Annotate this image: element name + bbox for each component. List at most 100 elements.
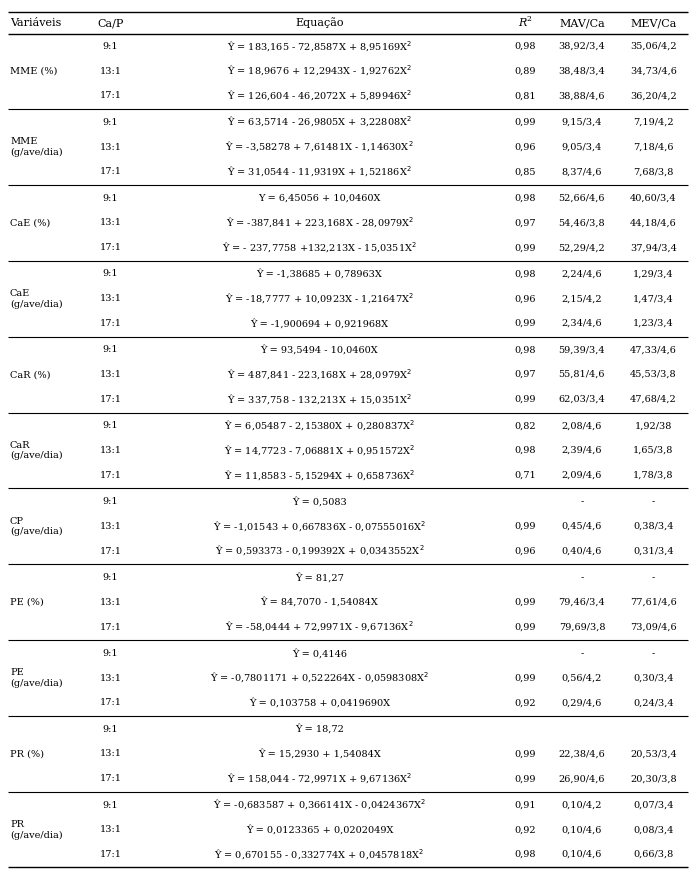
Text: 52,66/4,6: 52,66/4,6: [559, 193, 605, 203]
Text: 2,24/4,6: 2,24/4,6: [562, 270, 602, 278]
Text: 0,99: 0,99: [515, 118, 536, 127]
Text: Ŷ = -1,38685 + 0,78963X: Ŷ = -1,38685 + 0,78963X: [257, 270, 382, 279]
Text: 0,96: 0,96: [515, 547, 536, 556]
Text: 2,09/4,6: 2,09/4,6: [562, 471, 602, 480]
Text: 38,48/3,4: 38,48/3,4: [559, 66, 606, 75]
Text: 45,53/3,8: 45,53/3,8: [630, 370, 677, 379]
Text: 9:1: 9:1: [103, 648, 118, 658]
Text: Ŷ = -1,01543 + 0,667836X - 0,07555016X$^{2}$: Ŷ = -1,01543 + 0,667836X - 0,07555016X$^…: [213, 519, 426, 534]
Text: R: R: [519, 18, 527, 28]
Text: 7,19/4,2: 7,19/4,2: [633, 118, 674, 127]
Text: 17:1: 17:1: [100, 774, 122, 783]
Text: CaR
(g/ave/dia): CaR (g/ave/dia): [10, 441, 63, 460]
Text: Ŷ = 6,05487 - 2,15380X + 0,280837X$^{2}$: Ŷ = 6,05487 - 2,15380X + 0,280837X$^{2}$: [224, 418, 415, 433]
Text: 17:1: 17:1: [100, 167, 122, 177]
Text: 13:1: 13:1: [100, 66, 122, 75]
Text: 2,15/4,2: 2,15/4,2: [562, 294, 602, 304]
Text: 0,99: 0,99: [515, 598, 536, 606]
Text: Ca/P: Ca/P: [97, 18, 124, 28]
Text: Ŷ = 183,165 - 72,8587X + 8,95169X$^{2}$: Ŷ = 183,165 - 72,8587X + 8,95169X$^{2}$: [227, 39, 412, 53]
Text: 0,08/3,4: 0,08/3,4: [633, 825, 674, 835]
Text: 9:1: 9:1: [103, 421, 118, 430]
Text: 22,38/4,6: 22,38/4,6: [559, 750, 606, 759]
Text: 0,31/3,4: 0,31/3,4: [633, 547, 674, 556]
Text: 20,30/3,8: 20,30/3,8: [630, 774, 677, 783]
Text: 0,92: 0,92: [514, 698, 537, 707]
Text: Ŷ = 126,604 - 46,2072X + 5,89946X$^{2}$: Ŷ = 126,604 - 46,2072X + 5,89946X$^{2}$: [227, 88, 412, 103]
Text: 52,29/4,2: 52,29/4,2: [559, 243, 606, 252]
Text: Ŷ = 0,103758 + 0,0419690X: Ŷ = 0,103758 + 0,0419690X: [249, 698, 390, 708]
Text: 0,92: 0,92: [514, 825, 537, 835]
Text: 0,24/3,4: 0,24/3,4: [633, 698, 674, 707]
Text: 0,98: 0,98: [515, 193, 536, 203]
Text: 0,29/4,6: 0,29/4,6: [562, 698, 602, 707]
Text: Ŷ = -3,58278 + 7,61481X - 1,14630X$^{2}$: Ŷ = -3,58278 + 7,61481X - 1,14630X$^{2}$: [226, 140, 413, 154]
Text: 0,97: 0,97: [514, 370, 537, 379]
Text: 0,99: 0,99: [515, 522, 536, 531]
Text: 40,60/3,4: 40,60/3,4: [630, 193, 677, 203]
Text: 0,66/3,8: 0,66/3,8: [633, 850, 674, 859]
Text: 0,91: 0,91: [514, 801, 537, 809]
Text: CaE
(g/ave/dia): CaE (g/ave/dia): [10, 289, 63, 309]
Text: -: -: [580, 497, 583, 506]
Text: 55,81/4,6: 55,81/4,6: [559, 370, 605, 379]
Text: Ŷ = -387,841 + 223,168X - 28,0979X$^{2}$: Ŷ = -387,841 + 223,168X - 28,0979X$^{2}$: [226, 215, 413, 230]
Text: 9:1: 9:1: [103, 42, 118, 51]
Text: 0,96: 0,96: [515, 143, 536, 151]
Text: 0,30/3,4: 0,30/3,4: [633, 674, 674, 682]
Text: Ŷ = 14,7723 - 7,06881X + 0,951572X$^{2}$: Ŷ = 14,7723 - 7,06881X + 0,951572X$^{2}$: [223, 444, 416, 458]
Text: 59,39/3,4: 59,39/3,4: [559, 346, 606, 354]
Text: 79,69/3,8: 79,69/3,8: [559, 622, 605, 632]
Text: Ŷ = 18,72: Ŷ = 18,72: [295, 724, 344, 734]
Text: Ŷ = 93,5494 - 10,0460X: Ŷ = 93,5494 - 10,0460X: [260, 345, 379, 354]
Text: 0,99: 0,99: [515, 395, 536, 404]
Text: 0,98: 0,98: [515, 346, 536, 354]
Text: 1,78/3,8: 1,78/3,8: [633, 471, 674, 480]
Text: 0,10/4,2: 0,10/4,2: [562, 801, 602, 809]
Text: 35,06/4,2: 35,06/4,2: [630, 42, 677, 51]
Text: 0,10/4,6: 0,10/4,6: [562, 850, 602, 859]
Text: 2: 2: [526, 15, 531, 23]
Text: CaR (%): CaR (%): [10, 370, 51, 379]
Text: 7,68/3,8: 7,68/3,8: [633, 167, 674, 177]
Text: 13:1: 13:1: [100, 750, 122, 759]
Text: Ŷ = 487,841 - 223,168X + 28,0979X$^{2}$: Ŷ = 487,841 - 223,168X + 28,0979X$^{2}$: [227, 368, 412, 382]
Text: Ŷ = 158,044 - 72,9971X + 9,67136X$^{2}$: Ŷ = 158,044 - 72,9971X + 9,67136X$^{2}$: [227, 772, 412, 786]
Text: 7,18/4,6: 7,18/4,6: [633, 143, 674, 151]
Text: Variáveis: Variáveis: [10, 18, 61, 28]
Text: -: -: [580, 573, 583, 582]
Text: 17:1: 17:1: [100, 319, 122, 328]
Text: 0,99: 0,99: [515, 243, 536, 252]
Text: 9:1: 9:1: [103, 270, 118, 278]
Text: 1,92/38: 1,92/38: [635, 421, 672, 430]
Text: 9:1: 9:1: [103, 193, 118, 203]
Text: 13:1: 13:1: [100, 598, 122, 606]
Text: 0,38/3,4: 0,38/3,4: [633, 522, 674, 531]
Text: 0,56/4,2: 0,56/4,2: [562, 674, 602, 682]
Text: Y = 6,45056 + 10,0460X: Y = 6,45056 + 10,0460X: [258, 193, 381, 203]
Text: 17:1: 17:1: [100, 395, 122, 404]
Text: 17:1: 17:1: [100, 92, 122, 101]
Text: Ŷ = -58,0444 + 72,9971X - 9,67136X$^{2}$: Ŷ = -58,0444 + 72,9971X - 9,67136X$^{2}$: [226, 620, 413, 634]
Text: Ŷ = 84,7070 - 1,54084X: Ŷ = 84,7070 - 1,54084X: [260, 598, 379, 607]
Text: 38,92/3,4: 38,92/3,4: [559, 42, 606, 51]
Text: 0,81: 0,81: [514, 92, 537, 101]
Text: Ŷ = 31,0544 - 11,9319X + 1,52186X$^{2}$: Ŷ = 31,0544 - 11,9319X + 1,52186X$^{2}$: [227, 164, 412, 179]
Text: 0,71: 0,71: [514, 471, 537, 480]
Text: 47,68/4,2: 47,68/4,2: [630, 395, 677, 404]
Text: 0,99: 0,99: [515, 674, 536, 682]
Text: 13:1: 13:1: [100, 294, 122, 304]
Text: Ŷ = 337,758 - 132,213X + 15,0351X$^{2}$: Ŷ = 337,758 - 132,213X + 15,0351X$^{2}$: [227, 392, 412, 407]
Text: 2,39/4,6: 2,39/4,6: [562, 446, 602, 455]
Text: Ŷ = - 237,7758 +132,213X - 15,0351X$^{2}$: Ŷ = - 237,7758 +132,213X - 15,0351X$^{2}…: [222, 241, 417, 255]
Text: MME
(g/ave/dia): MME (g/ave/dia): [10, 137, 63, 157]
Text: 17:1: 17:1: [100, 622, 122, 632]
Text: Ŷ = -18,7777 + 10,0923X - 1,21647X$^{2}$: Ŷ = -18,7777 + 10,0923X - 1,21647X$^{2}$: [225, 291, 414, 306]
Text: 62,03/3,4: 62,03/3,4: [559, 395, 606, 404]
Text: 9:1: 9:1: [103, 801, 118, 809]
Text: 0,82: 0,82: [514, 421, 537, 430]
Text: 9,05/3,4: 9,05/3,4: [562, 143, 602, 151]
Text: Equação: Equação: [295, 18, 344, 28]
Text: 17:1: 17:1: [100, 547, 122, 556]
Text: 47,33/4,6: 47,33/4,6: [630, 346, 677, 354]
